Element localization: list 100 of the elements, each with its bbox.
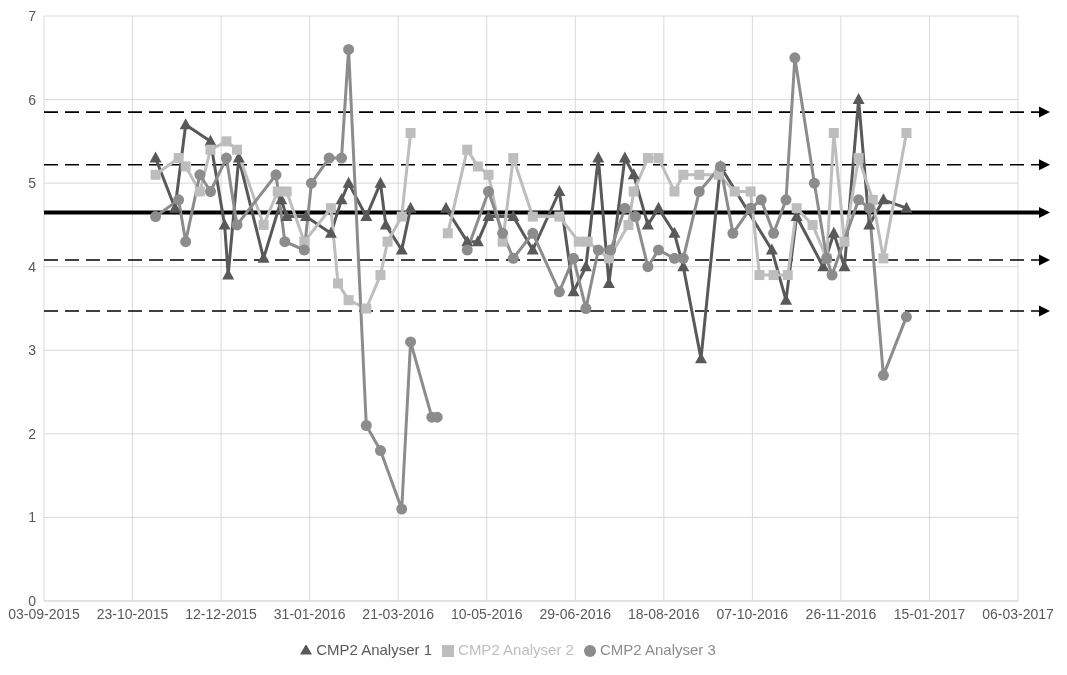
point bbox=[396, 503, 408, 515]
point bbox=[755, 194, 767, 206]
point bbox=[343, 295, 354, 306]
point bbox=[619, 202, 631, 214]
point bbox=[765, 243, 778, 255]
point bbox=[729, 186, 740, 197]
point bbox=[257, 251, 270, 263]
point bbox=[405, 128, 416, 138]
point bbox=[668, 226, 681, 238]
legend-label: CMP2 Analyser 3 bbox=[599, 641, 716, 658]
point bbox=[839, 236, 850, 247]
point bbox=[305, 177, 317, 189]
x-tick-label: 21-03-2016 bbox=[362, 605, 435, 622]
point bbox=[768, 270, 779, 281]
point bbox=[627, 168, 640, 180]
point bbox=[220, 152, 232, 164]
point bbox=[642, 261, 654, 273]
point bbox=[791, 203, 802, 214]
point bbox=[592, 151, 605, 163]
point bbox=[877, 369, 889, 381]
point bbox=[379, 218, 392, 230]
point bbox=[863, 218, 876, 230]
point bbox=[482, 210, 495, 222]
point bbox=[205, 144, 216, 155]
point bbox=[281, 186, 292, 197]
point bbox=[497, 227, 509, 239]
point bbox=[336, 152, 348, 164]
y-tick-label: 6 bbox=[28, 91, 37, 108]
point bbox=[853, 153, 864, 164]
legend-label: CMP2 Analyser 2 bbox=[458, 641, 574, 658]
point bbox=[180, 161, 191, 172]
point bbox=[580, 303, 592, 314]
y-tick-label: 2 bbox=[28, 425, 37, 442]
point bbox=[280, 210, 293, 222]
point bbox=[440, 201, 452, 213]
point bbox=[507, 210, 520, 222]
point bbox=[900, 201, 913, 213]
point bbox=[554, 211, 565, 222]
point bbox=[808, 177, 820, 189]
x-tick-label: 10-05-2016 bbox=[450, 605, 523, 622]
y-tick-label: 4 bbox=[28, 258, 37, 275]
point bbox=[768, 227, 780, 239]
point bbox=[272, 186, 283, 197]
point bbox=[180, 236, 192, 248]
point bbox=[653, 153, 664, 164]
x-tick-label: 26-11-2016 bbox=[805, 605, 877, 622]
point bbox=[375, 270, 386, 281]
point bbox=[745, 186, 756, 197]
point bbox=[324, 226, 337, 238]
point bbox=[374, 176, 387, 188]
point bbox=[553, 286, 565, 298]
point bbox=[335, 193, 348, 205]
point bbox=[442, 228, 453, 239]
x-tick-label: 29-06-2016 bbox=[539, 605, 612, 622]
point bbox=[462, 144, 473, 155]
point bbox=[652, 201, 665, 213]
point bbox=[405, 336, 417, 348]
y-tick-label: 5 bbox=[28, 175, 37, 192]
point bbox=[827, 226, 840, 238]
point bbox=[867, 194, 878, 205]
point bbox=[745, 202, 757, 214]
point bbox=[218, 218, 231, 230]
point bbox=[298, 244, 310, 256]
point bbox=[568, 252, 579, 264]
point bbox=[343, 43, 355, 55]
point bbox=[361, 303, 372, 314]
point bbox=[592, 244, 604, 256]
point bbox=[194, 169, 206, 181]
x-tick-label: 07-10-2016 bbox=[716, 605, 789, 622]
point bbox=[641, 218, 654, 230]
point bbox=[374, 445, 386, 457]
point bbox=[472, 161, 483, 172]
point bbox=[727, 227, 739, 239]
point bbox=[900, 311, 912, 323]
point bbox=[232, 144, 243, 155]
point bbox=[901, 128, 912, 138]
point bbox=[507, 252, 519, 264]
point bbox=[618, 151, 631, 163]
x-tick-label: 18-08-2016 bbox=[628, 605, 700, 622]
legend-label: CMP2 Analyser 1 bbox=[316, 641, 433, 658]
x-tick-label: 15-01-2017 bbox=[893, 605, 966, 622]
point bbox=[323, 152, 335, 164]
point bbox=[694, 169, 705, 180]
point bbox=[461, 244, 473, 256]
point bbox=[642, 153, 653, 164]
point bbox=[826, 269, 838, 281]
point bbox=[404, 201, 417, 213]
point bbox=[526, 243, 539, 255]
point bbox=[789, 52, 801, 64]
point bbox=[623, 219, 634, 230]
point bbox=[258, 219, 269, 230]
point bbox=[877, 193, 890, 205]
point bbox=[483, 186, 494, 197]
point bbox=[852, 93, 865, 105]
point bbox=[669, 186, 680, 197]
point bbox=[150, 211, 162, 223]
point bbox=[754, 270, 765, 281]
point bbox=[382, 236, 393, 247]
y-tick-label: 3 bbox=[28, 342, 37, 359]
point bbox=[204, 186, 216, 197]
